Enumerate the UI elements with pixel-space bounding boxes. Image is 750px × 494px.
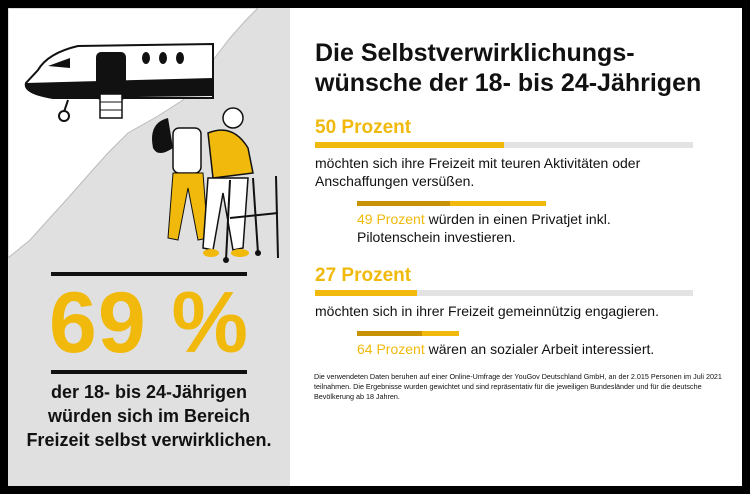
sub-stat-bar <box>357 201 546 206</box>
stat-bar <box>315 142 693 148</box>
page-title: Die Selbstverwirklichungs-wünsche der 18… <box>315 39 702 97</box>
stat-label: 50 Prozent <box>315 117 412 138</box>
sub-stat-text: 49 Prozent würden in einen Privatjet ink… <box>357 210 697 246</box>
sub-stat-description: würden in einen Privatjet inkl. Pilotens… <box>357 211 611 245</box>
caregiver-elderly-walker-icon <box>152 107 279 263</box>
headline-value: 69 % <box>48 275 250 371</box>
airplane-icon <box>24 42 214 122</box>
infographic: 69 % der 18- bis 24-Jährigen würden sich… <box>8 8 742 486</box>
footnote: Die verwendeten Daten beruhen auf einer … <box>314 372 722 401</box>
illustration <box>8 8 279 263</box>
headline-block: 69 % der 18- bis 24-Jährigen würden sich… <box>8 272 290 452</box>
stat-bar-fill <box>315 290 418 296</box>
stat-description: möchten sich ihre Freizeit mit teuren Ak… <box>315 155 641 189</box>
headline-text: der 18- bis 24-Jährigen würden sich im B… <box>26 382 272 450</box>
stat-bar <box>315 290 693 296</box>
stat-label: 27 Prozent <box>315 265 412 286</box>
left-panel: 69 % der 18- bis 24-Jährigen würden sich… <box>8 8 290 486</box>
right-panel: Die Selbstverwirklichungs-wünsche der 18… <box>290 8 742 486</box>
divider-bottom <box>51 370 247 374</box>
stat-bar-fill <box>315 142 504 148</box>
sub-stat-text: 64 Prozent wären an sozialer Arbeit inte… <box>357 340 697 358</box>
sub-stat-label: 49 Prozent <box>357 211 425 227</box>
sub-stat-bar <box>357 331 460 336</box>
sub-stat-bar-fill <box>357 201 450 206</box>
sub-stat-bar-fill <box>357 331 423 336</box>
divider-top <box>51 272 247 276</box>
sub-stat-description: wären an sozialer Arbeit interessiert. <box>428 341 655 357</box>
stat-description: möchten sich in ihrer Freizeit gemeinnüt… <box>315 303 659 319</box>
sub-stat-label: 64 Prozent <box>357 341 425 357</box>
